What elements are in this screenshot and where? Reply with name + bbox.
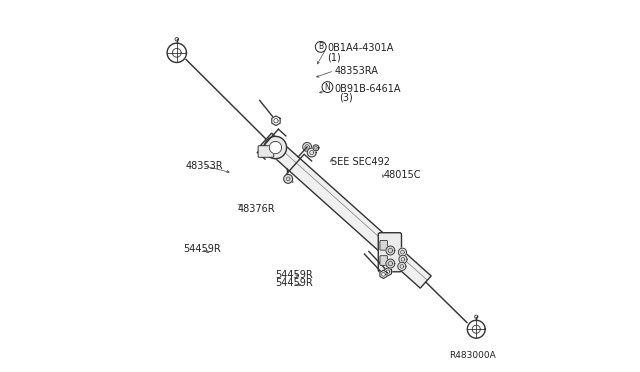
Text: 48353RA: 48353RA: [334, 66, 378, 76]
Text: B: B: [318, 42, 323, 51]
Text: 48015C: 48015C: [383, 170, 420, 180]
Polygon shape: [380, 270, 387, 279]
Text: R483000A: R483000A: [449, 351, 495, 360]
Polygon shape: [269, 141, 282, 154]
Text: (3): (3): [339, 93, 353, 102]
Text: 54459R: 54459R: [275, 270, 313, 279]
Text: 54459R: 54459R: [184, 244, 221, 254]
Text: SEE SEC492: SEE SEC492: [331, 157, 390, 167]
Polygon shape: [385, 268, 392, 276]
Text: (1): (1): [328, 53, 341, 62]
Text: 48353R: 48353R: [186, 161, 223, 170]
FancyBboxPatch shape: [378, 233, 401, 272]
Polygon shape: [313, 145, 319, 151]
Text: 0B1A4-4301A: 0B1A4-4301A: [328, 44, 394, 53]
Polygon shape: [386, 246, 395, 255]
Polygon shape: [307, 148, 316, 157]
FancyBboxPatch shape: [258, 146, 274, 157]
Text: 48376R: 48376R: [237, 204, 275, 214]
Text: 54459R: 54459R: [275, 279, 313, 288]
Polygon shape: [467, 320, 485, 338]
FancyBboxPatch shape: [380, 256, 387, 265]
Polygon shape: [303, 142, 312, 151]
Polygon shape: [264, 137, 287, 159]
Polygon shape: [398, 262, 406, 270]
Polygon shape: [260, 133, 431, 288]
Polygon shape: [167, 43, 186, 62]
Polygon shape: [272, 116, 280, 126]
Polygon shape: [386, 259, 395, 268]
Polygon shape: [284, 174, 292, 183]
Polygon shape: [399, 255, 407, 263]
Polygon shape: [398, 248, 406, 256]
Text: N: N: [324, 83, 330, 92]
Text: 0B91B-6461A: 0B91B-6461A: [334, 84, 401, 93]
FancyBboxPatch shape: [380, 240, 387, 250]
